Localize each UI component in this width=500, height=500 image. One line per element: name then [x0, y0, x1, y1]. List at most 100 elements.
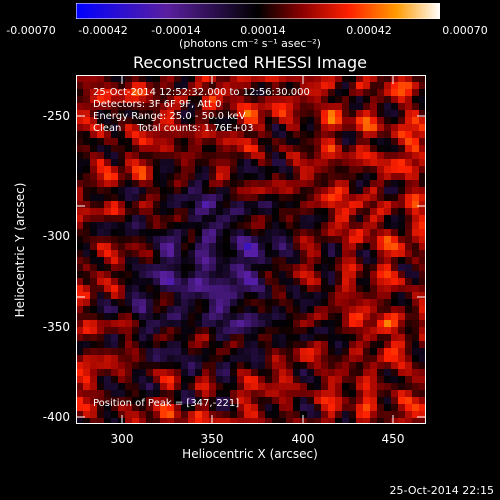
image-pixel: [244, 313, 251, 320]
image-pixel: [265, 208, 272, 215]
image-pixel: [363, 411, 370, 418]
image-pixel: [111, 355, 118, 362]
image-pixel: [335, 89, 342, 96]
image-pixel: [321, 306, 328, 313]
image-pixel: [258, 355, 265, 362]
image-pixel: [412, 103, 419, 110]
image-pixel: [125, 348, 132, 355]
image-pixel: [356, 362, 363, 369]
image-pixel: [181, 173, 188, 180]
image-pixel: [97, 201, 104, 208]
image-pixel: [230, 285, 237, 292]
image-pixel: [363, 89, 370, 96]
image-pixel: [209, 103, 216, 110]
image-pixel: [230, 313, 237, 320]
image-pixel: [153, 320, 160, 327]
image-pixel: [153, 117, 160, 124]
image-pixel: [104, 383, 111, 390]
image-pixel: [97, 334, 104, 341]
image-pixel: [90, 313, 97, 320]
image-pixel: [391, 103, 398, 110]
image-pixel: [132, 138, 139, 145]
image-pixel: [132, 278, 139, 285]
image-pixel: [307, 306, 314, 313]
image-pixel: [335, 355, 342, 362]
image-pixel: [251, 180, 258, 187]
image-pixel: [279, 145, 286, 152]
image-pixel: [104, 341, 111, 348]
image-pixel: [314, 264, 321, 271]
image-pixel: [342, 152, 349, 159]
image-pixel: [223, 313, 230, 320]
image-pixel: [405, 390, 412, 397]
image-pixel: [153, 236, 160, 243]
image-pixel: [90, 89, 97, 96]
image-pixel: [202, 208, 209, 215]
image-pixel: [223, 187, 230, 194]
image-pixel: [398, 96, 405, 103]
image-pixel: [377, 131, 384, 138]
image-pixel: [272, 166, 279, 173]
image-pixel: [90, 292, 97, 299]
image-pixel: [181, 236, 188, 243]
image-pixel: [328, 313, 335, 320]
image-pixel: [300, 236, 307, 243]
image-pixel: [83, 334, 90, 341]
image-pixel: [188, 222, 195, 229]
image-pixel: [160, 299, 167, 306]
image-pixel: [160, 75, 167, 82]
image-pixel: [104, 229, 111, 236]
image-pixel: [111, 264, 118, 271]
image-pixel: [139, 327, 146, 334]
image-pixel: [188, 194, 195, 201]
image-pixel: [349, 348, 356, 355]
image-pixel: [230, 187, 237, 194]
image-pixel: [265, 229, 272, 236]
image-pixel: [377, 383, 384, 390]
image-pixel: [286, 306, 293, 313]
image-pixel: [342, 229, 349, 236]
image-pixel: [391, 327, 398, 334]
image-pixel: [272, 131, 279, 138]
image-pixel: [153, 376, 160, 383]
image-pixel: [118, 411, 125, 418]
image-pixel: [300, 306, 307, 313]
image-pixel: [321, 75, 328, 82]
image-pixel: [118, 355, 125, 362]
image-pixel: [83, 313, 90, 320]
image-pixel: [321, 166, 328, 173]
image-pixel: [279, 187, 286, 194]
image-pixel: [230, 75, 237, 82]
image-pixel: [286, 124, 293, 131]
image-pixel: [349, 250, 356, 257]
image-pixel: [174, 299, 181, 306]
image-pixel: [216, 334, 223, 341]
image-pixel: [286, 75, 293, 82]
image-pixel: [412, 117, 419, 124]
image-pixel: [139, 320, 146, 327]
image-pixel: [391, 145, 398, 152]
image-pixel: [244, 166, 251, 173]
image-pixel: [356, 82, 363, 89]
image-pixel: [90, 187, 97, 194]
image-pixel: [237, 271, 244, 278]
image-pixel: [216, 222, 223, 229]
image-pixel: [181, 299, 188, 306]
image-pixel: [132, 152, 139, 159]
image-pixel: [244, 306, 251, 313]
image-pixel: [251, 103, 258, 110]
image-pixel: [419, 348, 426, 355]
image-pixel: [307, 313, 314, 320]
image-pixel: [139, 397, 146, 404]
image-pixel: [342, 369, 349, 376]
image-pixel: [76, 243, 83, 250]
image-pixel: [237, 152, 244, 159]
image-pixel: [258, 215, 265, 222]
image-pixel: [265, 201, 272, 208]
image-pixel: [307, 369, 314, 376]
image-pixel: [237, 320, 244, 327]
image-pixel: [160, 222, 167, 229]
image-pixel: [188, 355, 195, 362]
image-pixel: [146, 285, 153, 292]
image-pixel: [391, 208, 398, 215]
